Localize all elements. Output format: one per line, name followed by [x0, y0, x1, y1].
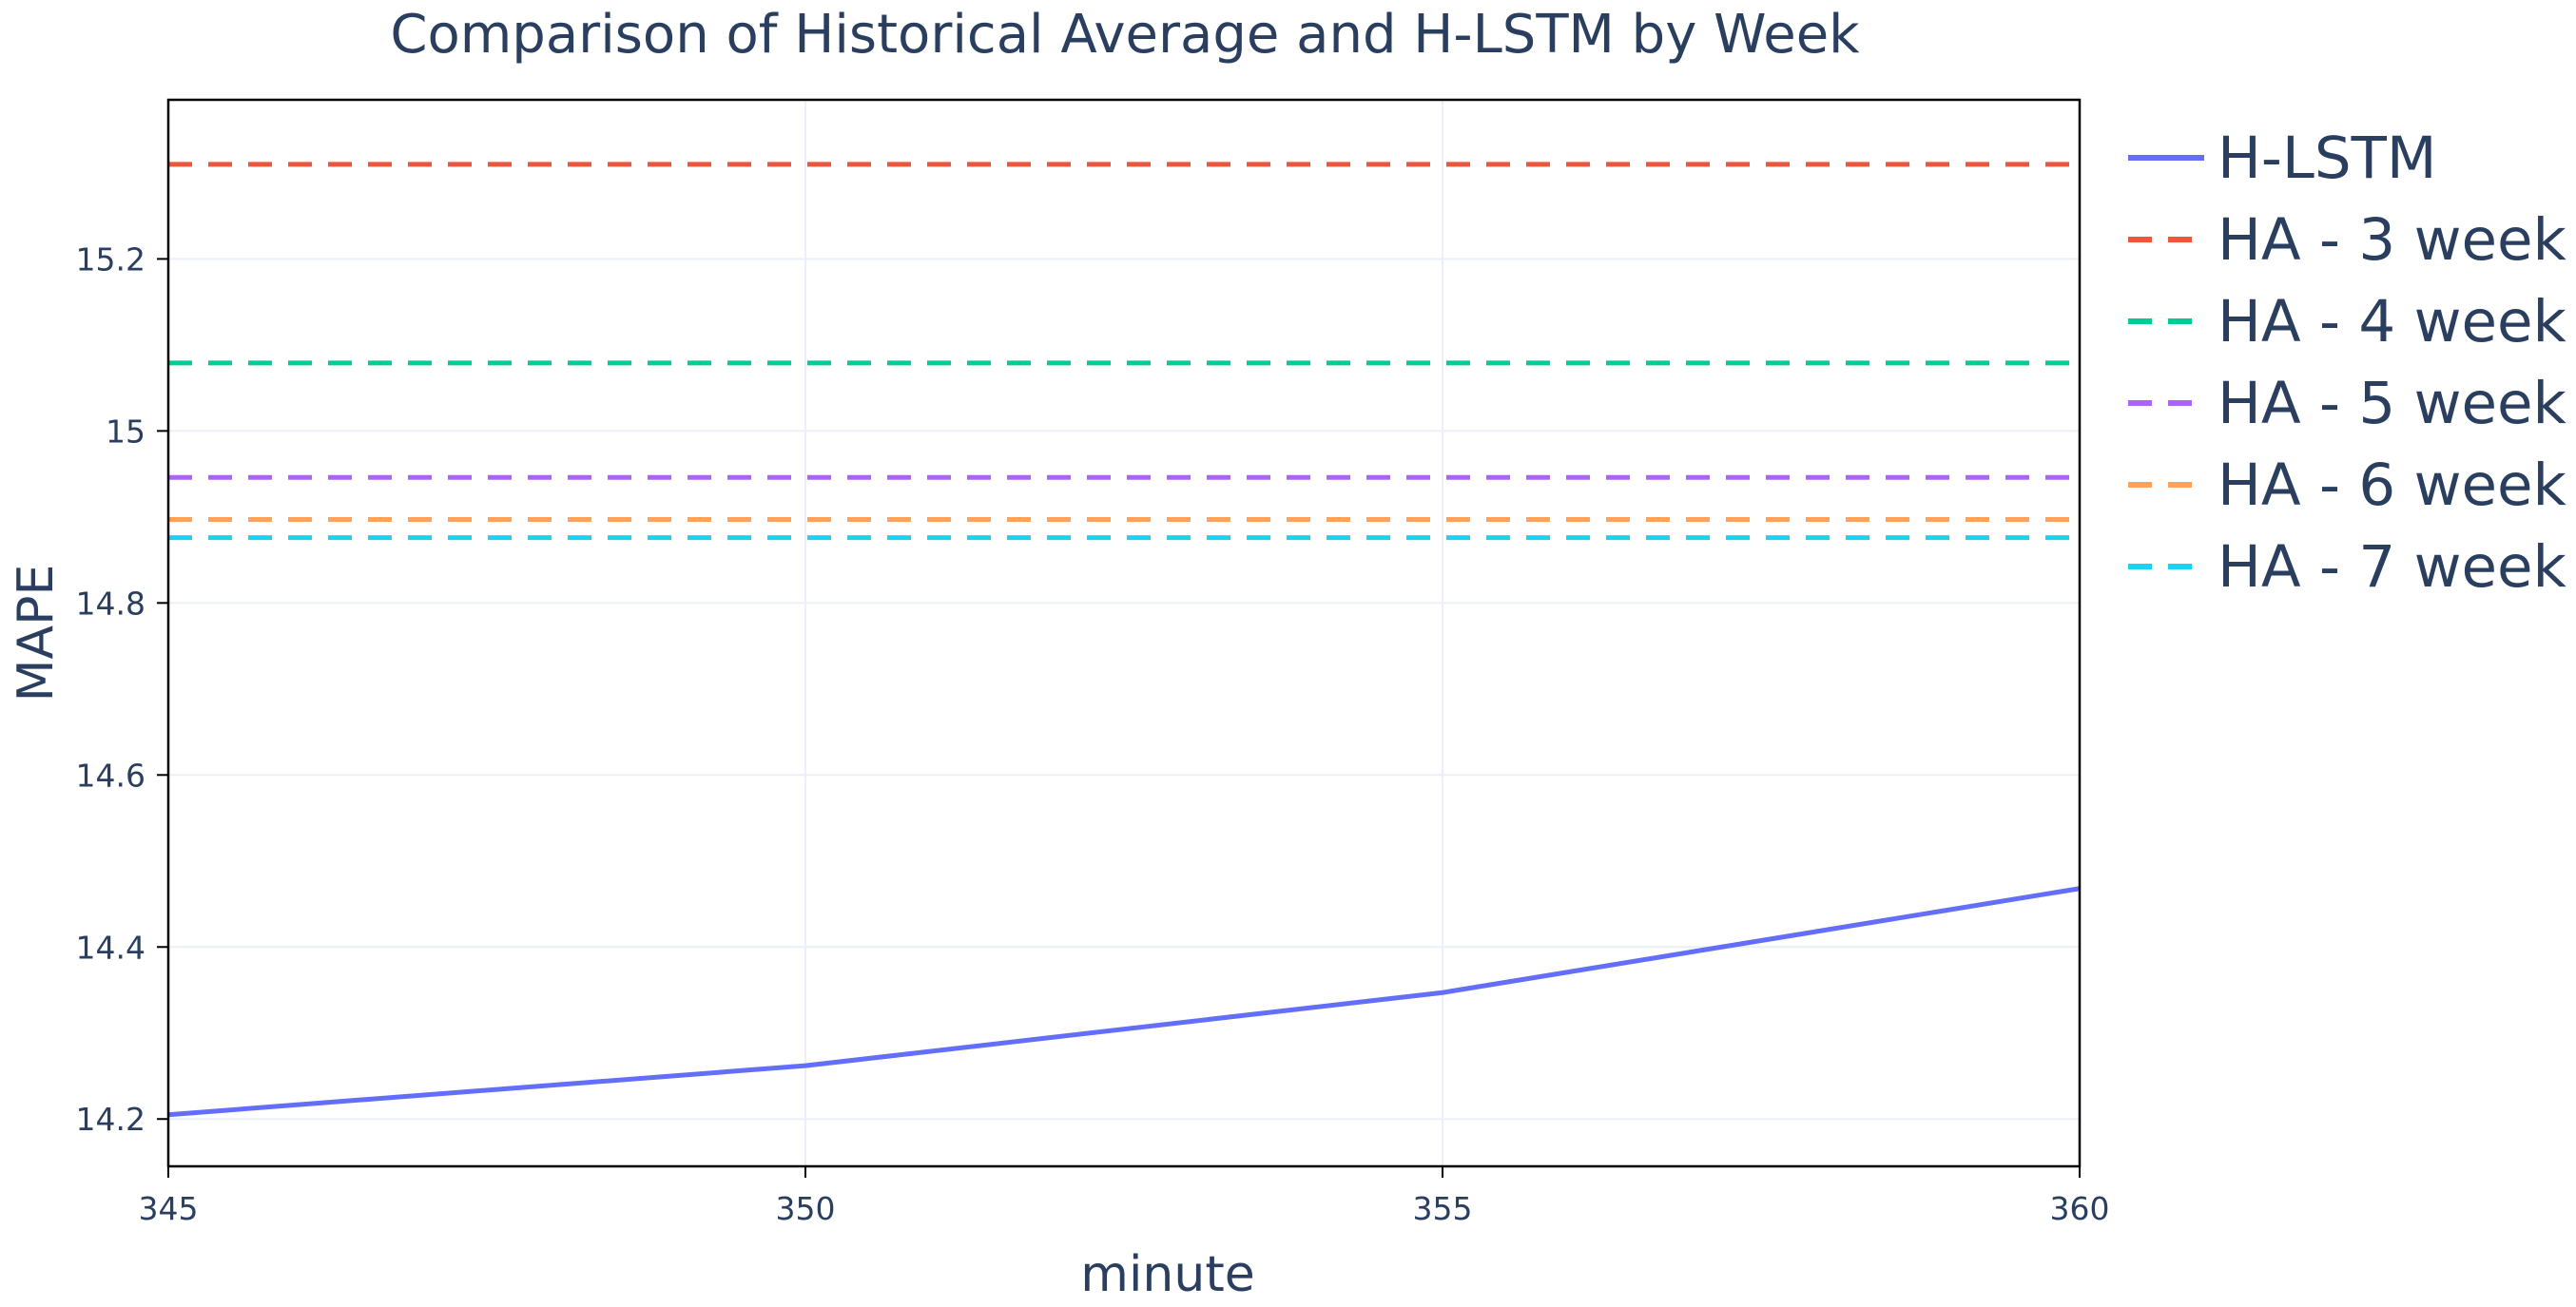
legend-label: HA - 4 week	[2218, 288, 2567, 356]
y-ticks: 14.2 14.4 14.6 14.8 15 15.2	[76, 240, 168, 1138]
y-tick-label: 14.8	[76, 585, 145, 622]
x-tick-label: 355	[1413, 1190, 1473, 1227]
y-tick-label: 15.2	[76, 240, 145, 278]
y-tick-label: 14.2	[76, 1101, 145, 1138]
y-tick-label: 14.6	[76, 757, 145, 794]
x-axis-title: minute	[1080, 1246, 1254, 1303]
legend-label: HA - 5 week	[2218, 370, 2567, 437]
grid	[167, 100, 2081, 1166]
series-line-1	[167, 886, 2081, 1118]
chart-title: Comparison of Historical Average and H-L…	[390, 4, 1860, 66]
x-ticks: 345 350 355 360	[139, 1166, 2110, 1227]
x-tick-label: 350	[776, 1190, 836, 1227]
legend: H-LSTM HA - 3 week HA - 4 week HA - 5 week H…	[2128, 125, 2567, 601]
y-tick-label: 14.4	[76, 929, 145, 966]
series-layer	[167, 162, 2081, 1118]
x-tick-label: 345	[139, 1190, 199, 1227]
plot-frame	[166, 98, 2082, 1168]
legend-label: H-LSTM	[2218, 125, 2436, 192]
y-tick-label: 15	[106, 413, 145, 450]
x-tick-label: 360	[2050, 1190, 2110, 1227]
legend-label: HA - 7 week	[2218, 533, 2567, 601]
y-axis-title: MAPE	[8, 565, 65, 702]
legend-label: HA - 6 week	[2218, 452, 2567, 519]
legend-label: HA - 3 week	[2218, 206, 2567, 274]
